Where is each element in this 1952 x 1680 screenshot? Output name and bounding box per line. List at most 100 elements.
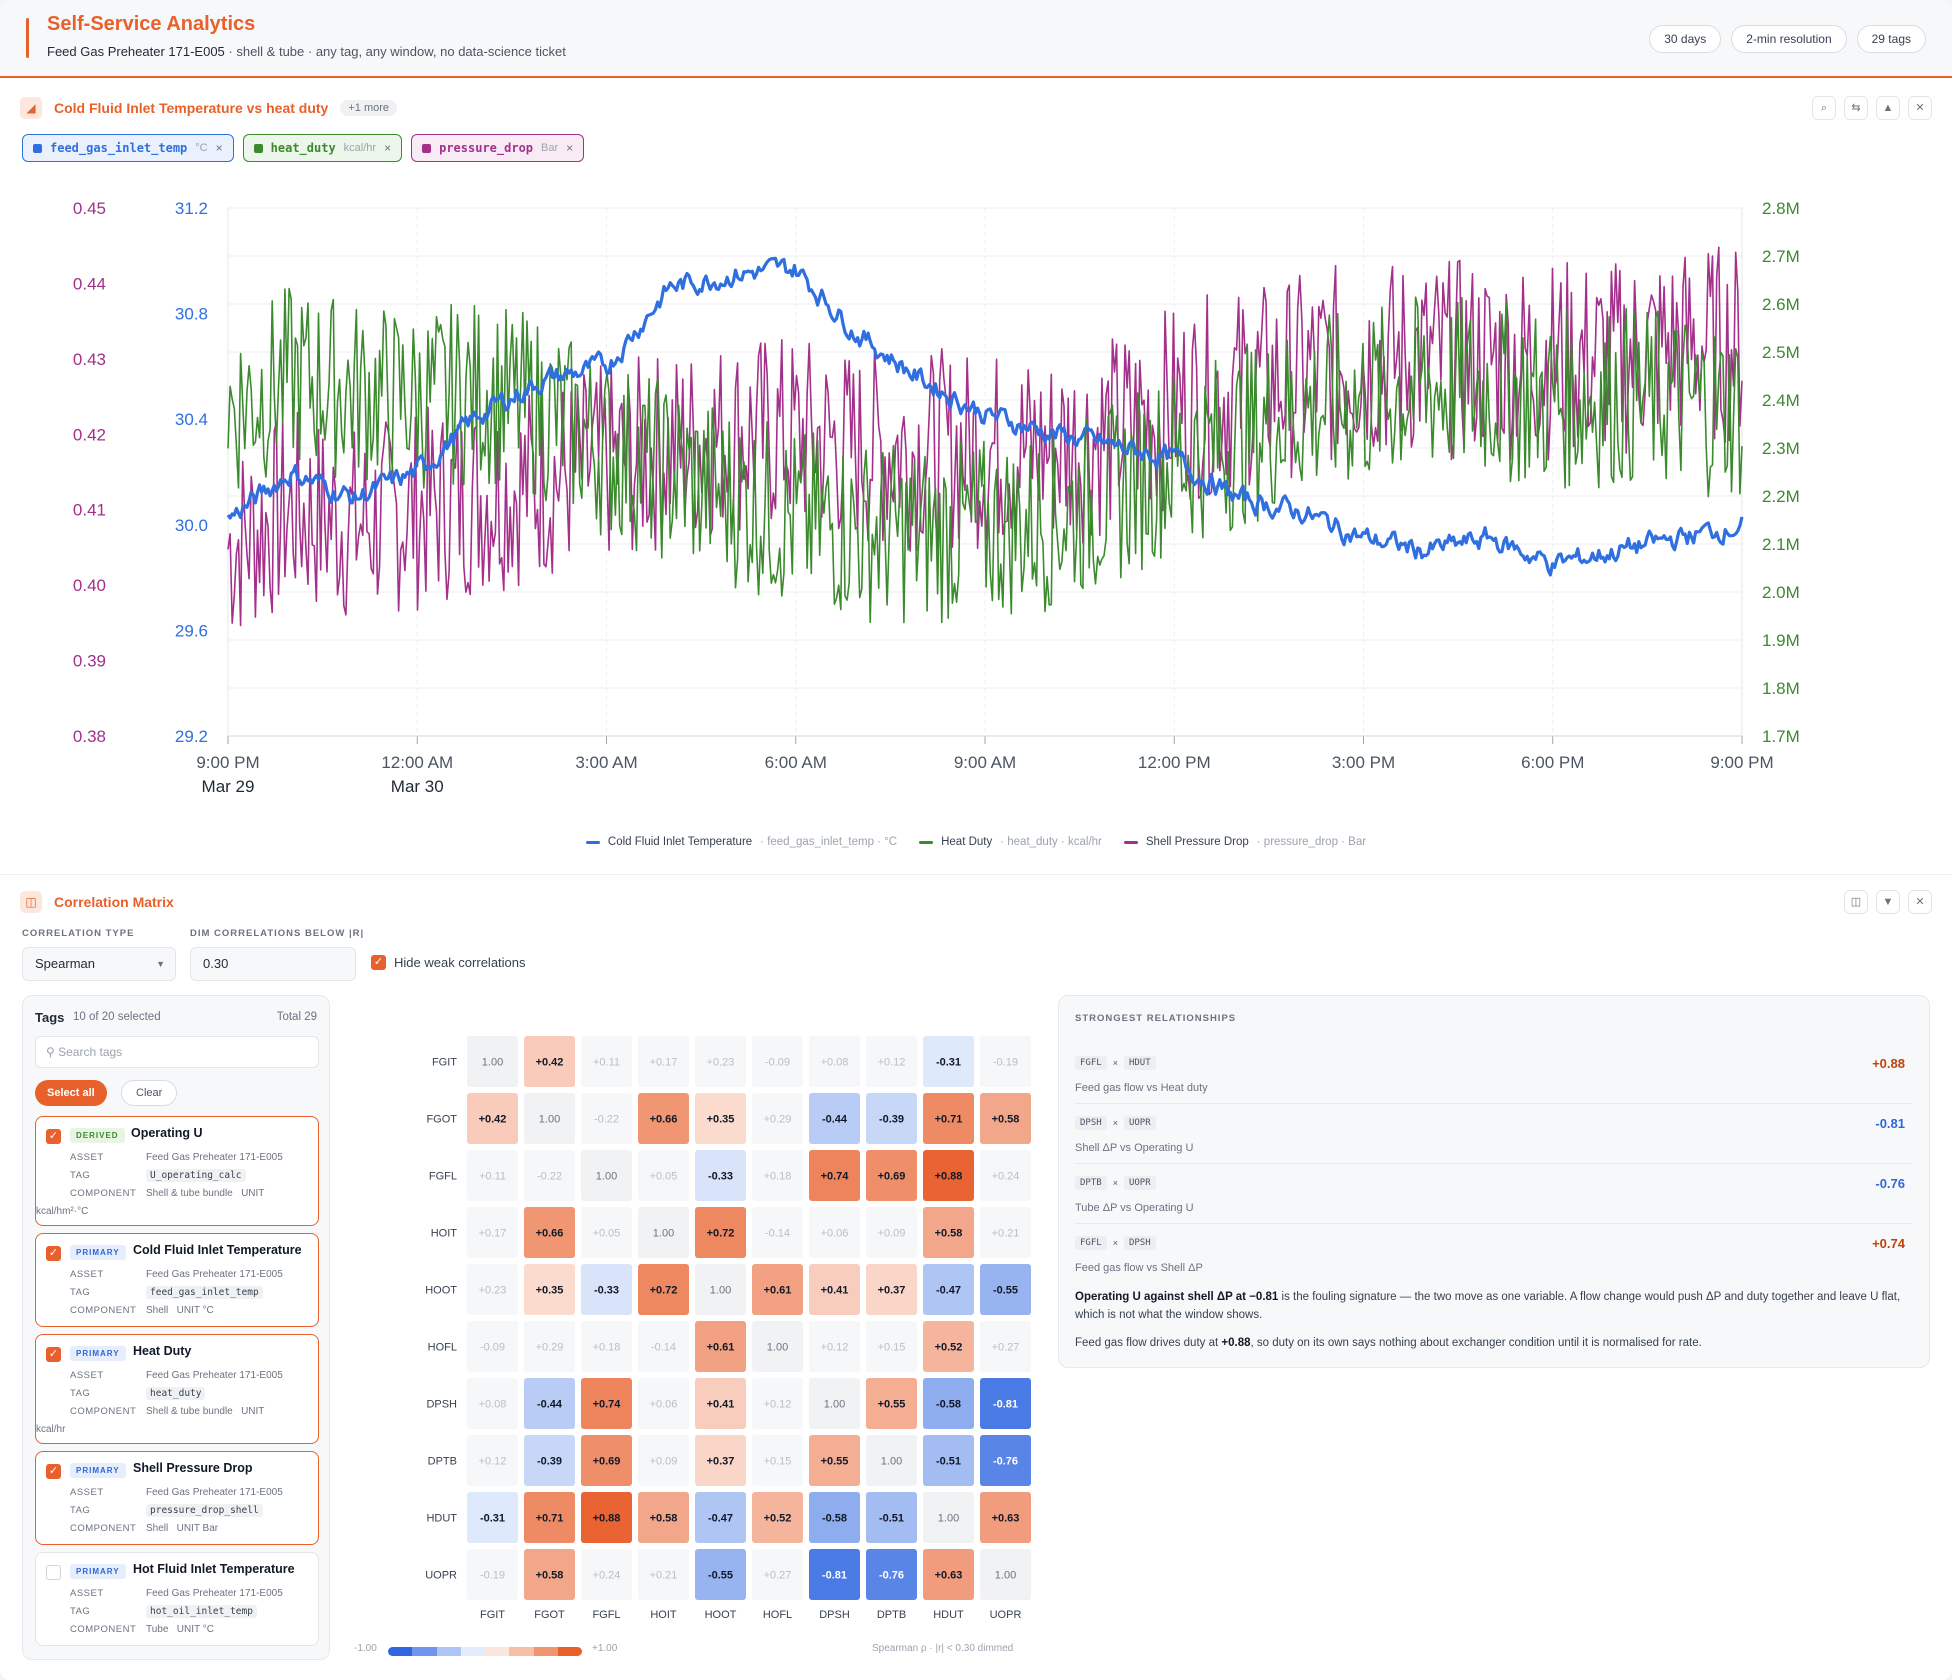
- dim-threshold-input[interactable]: 0.30: [190, 947, 356, 981]
- y-tick-label-temp: 29.2: [175, 727, 208, 746]
- matrix-cell-value: -0.81: [822, 1570, 847, 1582]
- matrix-cell: [923, 1492, 974, 1543]
- grid-icon: ◫: [20, 891, 42, 913]
- hide-weak-toggle[interactable]: ✓ Hide weak correlations: [371, 955, 526, 970]
- legend-item-temp[interactable]: Cold Fluid Inlet Temperature · feed_gas_…: [585, 836, 898, 848]
- matrix-cell: [695, 1549, 746, 1600]
- chip-feed-gas-inlet-temp[interactable]: feed_gas_inlet_temp °C ×: [22, 134, 234, 162]
- col-label: HOOT: [705, 1609, 737, 1621]
- pair: FGFL × DPSH: [1075, 1236, 1156, 1250]
- tag-card[interactable]: ✓ PRIMARY Cold Fluid Inlet Temperature A…: [35, 1233, 319, 1327]
- matrix-cell: [866, 1321, 917, 1372]
- matrix-cell: [980, 1549, 1031, 1600]
- legend-meta: · feed_gas_inlet_temp · °C: [760, 836, 898, 848]
- clear-button[interactable]: Clear: [121, 1080, 178, 1106]
- matrix-cell: [866, 1036, 917, 1087]
- dim-threshold-label: DIM CORRELATIONS BELOW |R|: [190, 928, 365, 939]
- matrix-cell-value: -0.09: [765, 1057, 790, 1069]
- matrix-cell: [524, 1435, 575, 1486]
- component-value: Shell: [146, 1523, 169, 1534]
- layout-icon[interactable]: ◫: [1844, 890, 1868, 914]
- search-icon[interactable]: ⌕: [1812, 96, 1836, 120]
- legend-item-duty[interactable]: Heat Duty · heat_duty · kcal/hr: [919, 836, 1102, 848]
- asset-key: ASSET: [70, 1370, 104, 1381]
- tags-selected-count: 10 of 20 selected: [73, 1011, 161, 1023]
- matrix-cell: [524, 1093, 575, 1144]
- y-tick-label-duty: 2.1M: [1762, 535, 1800, 554]
- swap-icon[interactable]: ⇆: [1844, 96, 1868, 120]
- tag-card[interactable]: PRIMARY Hot Fluid Inlet Temperature ASSE…: [35, 1552, 319, 1646]
- matrix-cell-value: 1.00: [653, 1228, 674, 1240]
- matrix-cell: [638, 1264, 689, 1315]
- close-icon[interactable]: ✕: [1908, 96, 1932, 120]
- checkbox-checked-icon[interactable]: ✓: [371, 955, 386, 970]
- unit-value: °C: [202, 1624, 214, 1635]
- matrix-cell-value: +0.72: [650, 1285, 678, 1297]
- checkbox-checked-icon[interactable]: ✓: [46, 1129, 61, 1144]
- matrix-cell-value: +0.42: [479, 1114, 507, 1126]
- remove-chip-icon[interactable]: ×: [566, 141, 574, 155]
- matrix-cell-value: +0.17: [479, 1228, 507, 1240]
- matrix-cell-value: +0.12: [764, 1399, 792, 1411]
- matrix-cell: [866, 1492, 917, 1543]
- chart-panel-title: Cold Fluid Inlet Temperature vs heat dut…: [54, 100, 329, 116]
- relationship-row[interactable]: DPTB × UOPR Tube ΔP vs Operating U -0.76: [1075, 1164, 1913, 1224]
- col-label: UOPR: [990, 1609, 1022, 1621]
- x-tick-date: Mar 29: [202, 777, 255, 796]
- relationship-row[interactable]: FGFL × HDUT Feed gas flow vs Heat duty +0.…: [1075, 1044, 1913, 1104]
- more-series-badge[interactable]: +1 more: [340, 100, 398, 116]
- matrix-cell: [923, 1549, 974, 1600]
- matrix-cell: [581, 1150, 632, 1201]
- relationship-row[interactable]: DPSH × UOPR Shell ΔP vs Operating U -0.81: [1075, 1104, 1913, 1164]
- matrix-cell-value: 1.00: [767, 1342, 788, 1354]
- checkbox-checked-icon[interactable]: ✓: [46, 1347, 61, 1362]
- matrix-cell: [467, 1207, 518, 1258]
- tag-card[interactable]: ✓ PRIMARY Heat Duty ASSET Feed Gas Prehea…: [35, 1334, 319, 1444]
- scale-note: Spearman ρ · |r| < 0.30 dimmed: [872, 1643, 1014, 1654]
- relationship-row[interactable]: FGFL × DPSH Feed gas flow vs Shell ΔP +0.7…: [1075, 1224, 1913, 1284]
- matrix-panel-title: Correlation Matrix: [54, 894, 174, 910]
- chip-heat-duty[interactable]: heat_duty kcal/hr ×: [242, 134, 403, 162]
- range-pill[interactable]: 30 days: [1649, 25, 1722, 53]
- tags-count-pill[interactable]: 29 tags: [1856, 25, 1926, 53]
- close-icon[interactable]: ✕: [1908, 890, 1932, 914]
- trend-chart[interactable]: 2.8M 2.7M 2.6M 2.5M 2.4M 2.3M 2.2M 2.1M 2.0M 1.9M…: [0, 180, 1952, 820]
- matrix-cell-value: +0.06: [650, 1399, 678, 1411]
- checkbox-checked-icon[interactable]: ✓: [46, 1464, 61, 1479]
- app-subtitle: Feed Gas Preheater 171-E005 · shell & tu…: [47, 44, 566, 59]
- matrix-cell-value: +0.52: [764, 1513, 792, 1525]
- remove-chip-icon[interactable]: ×: [215, 141, 223, 155]
- expand-icon[interactable]: ▼: [1876, 890, 1900, 914]
- pair-b: DPSH: [1123, 1236, 1156, 1250]
- matrix-cell: [809, 1150, 860, 1201]
- resolution-pill[interactable]: 2-min resolution: [1731, 25, 1847, 53]
- corr-type-select[interactable]: Spearman ▼: [22, 947, 176, 981]
- matrix-cell: [695, 1264, 746, 1315]
- tag-card[interactable]: ✓ DERIVED Operating U ASSET Feed Gas Preh…: [35, 1116, 319, 1226]
- badge-primary: PRIMARY: [70, 1346, 126, 1361]
- search-tags-input[interactable]: ⚲ Search tags: [35, 1036, 319, 1068]
- matrix-cell: [638, 1093, 689, 1144]
- matrix-cell-value: +0.71: [536, 1513, 564, 1525]
- correlation-heatmap[interactable]: FGIT FGIT FGOT FGOT FGFL FGFL HOIT HOIT HOOT HOOT…: [352, 1020, 1052, 1630]
- checkbox-checked-icon[interactable]: ✓: [46, 1246, 61, 1261]
- tag-card[interactable]: ✓ PRIMARY Shell Pressure Drop ASSET Feed …: [35, 1451, 319, 1545]
- chart-legend: Cold Fluid Inlet Temperature · feed_gas_…: [0, 836, 1952, 848]
- matrix-cell-value: -0.55: [993, 1285, 1018, 1297]
- matrix-panel-header: ◫ Correlation Matrix: [20, 888, 174, 916]
- matrix-cell-value: +0.08: [479, 1399, 507, 1411]
- col-label: HOIT: [650, 1609, 677, 1621]
- legend-line: [919, 840, 934, 844]
- tag-name: Operating U: [131, 1126, 203, 1140]
- remove-chip-icon[interactable]: ×: [384, 141, 392, 155]
- select-all-button[interactable]: Select all: [35, 1080, 107, 1106]
- legend-item-pressure[interactable]: Shell Pressure Drop · pressure_drop · Ba…: [1123, 836, 1366, 848]
- y-tick-label-pressure: 0.44: [73, 274, 106, 293]
- checkbox-unchecked-icon[interactable]: [46, 1565, 61, 1580]
- tag-key: TAG: [70, 1287, 91, 1298]
- matrix-cell: [467, 1150, 518, 1201]
- matrix-cell: [866, 1435, 917, 1486]
- accent-bar: [26, 18, 29, 58]
- chip-pressure-drop[interactable]: pressure_drop Bar ×: [411, 134, 585, 162]
- collapse-icon[interactable]: ▲: [1876, 96, 1900, 120]
